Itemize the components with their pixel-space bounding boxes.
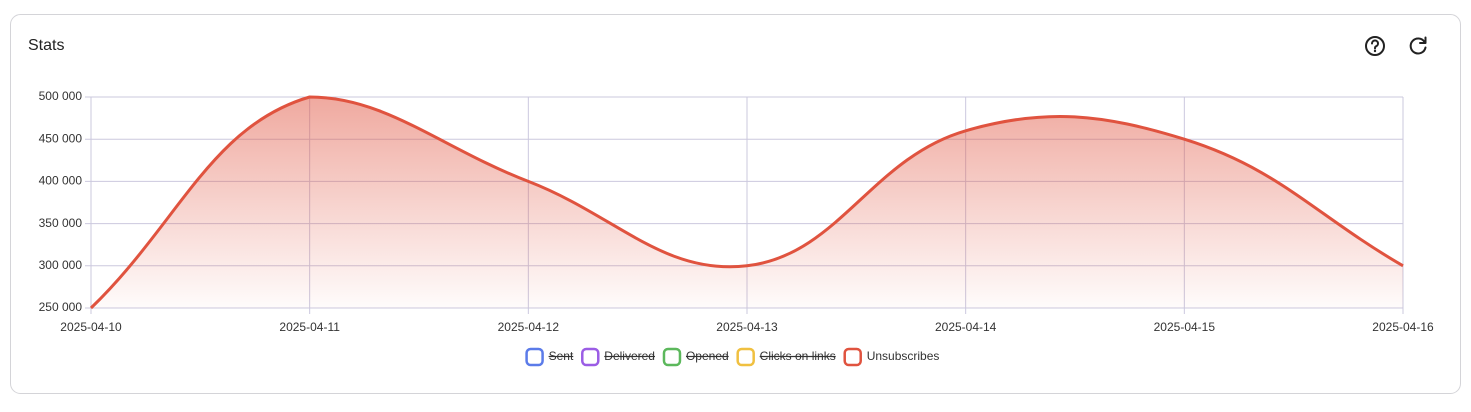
legend-item[interactable]: Clicks on links — [736, 347, 836, 367]
legend-label: Delivered — [604, 349, 655, 363]
legend-label: Clicks on links — [760, 349, 836, 363]
legend-item[interactable]: Delivered — [581, 347, 655, 367]
plot: 250 000 300 000 350 000 400 000 450 000 500 0… — [39, 89, 1434, 367]
x-tick-label: 2025-04-11 — [279, 320, 340, 334]
area-fill — [91, 97, 1403, 308]
help-icon[interactable] — [1365, 36, 1385, 56]
y-tick-label: 400 000 — [39, 174, 83, 188]
x-tick-label: 2025-04-16 — [1372, 320, 1434, 334]
legend-label: Sent — [549, 349, 574, 363]
legend-swatch — [525, 347, 544, 367]
series-line — [89, 95, 1404, 310]
legend: Sent Delivered Opened Clicks on links Unsubs… — [525, 347, 940, 367]
y-tick-label: 300 000 — [39, 258, 83, 272]
x-tick-label: 2025-04-10 — [60, 320, 122, 334]
x-tick-label: 2025-04-12 — [498, 320, 560, 334]
legend-swatch — [662, 347, 682, 367]
legend-swatch — [843, 347, 862, 367]
x-tick-label: 2025-04-15 — [1154, 320, 1216, 334]
card-title: Stats — [28, 37, 64, 54]
y-tick-label: 350 000 — [39, 216, 83, 230]
x-tick-label: 2025-04-13 — [716, 320, 778, 334]
legend-swatch — [581, 347, 600, 367]
legend-item[interactable]: Sent — [525, 347, 574, 367]
y-tick-label: 500 000 — [39, 89, 83, 103]
y-tick-label: 450 000 — [39, 131, 83, 145]
legend-item[interactable]: Unsubscribes — [843, 347, 940, 367]
legend-swatch — [736, 347, 755, 367]
legend-item[interactable]: Opened — [662, 347, 729, 367]
legend-label: Unsubscribes — [867, 349, 940, 363]
x-tick-label: 2025-04-14 — [935, 320, 997, 334]
legend-label: Opened — [686, 349, 729, 363]
y-tick-label: 250 000 — [39, 300, 83, 314]
refresh-icon[interactable] — [1409, 36, 1427, 55]
